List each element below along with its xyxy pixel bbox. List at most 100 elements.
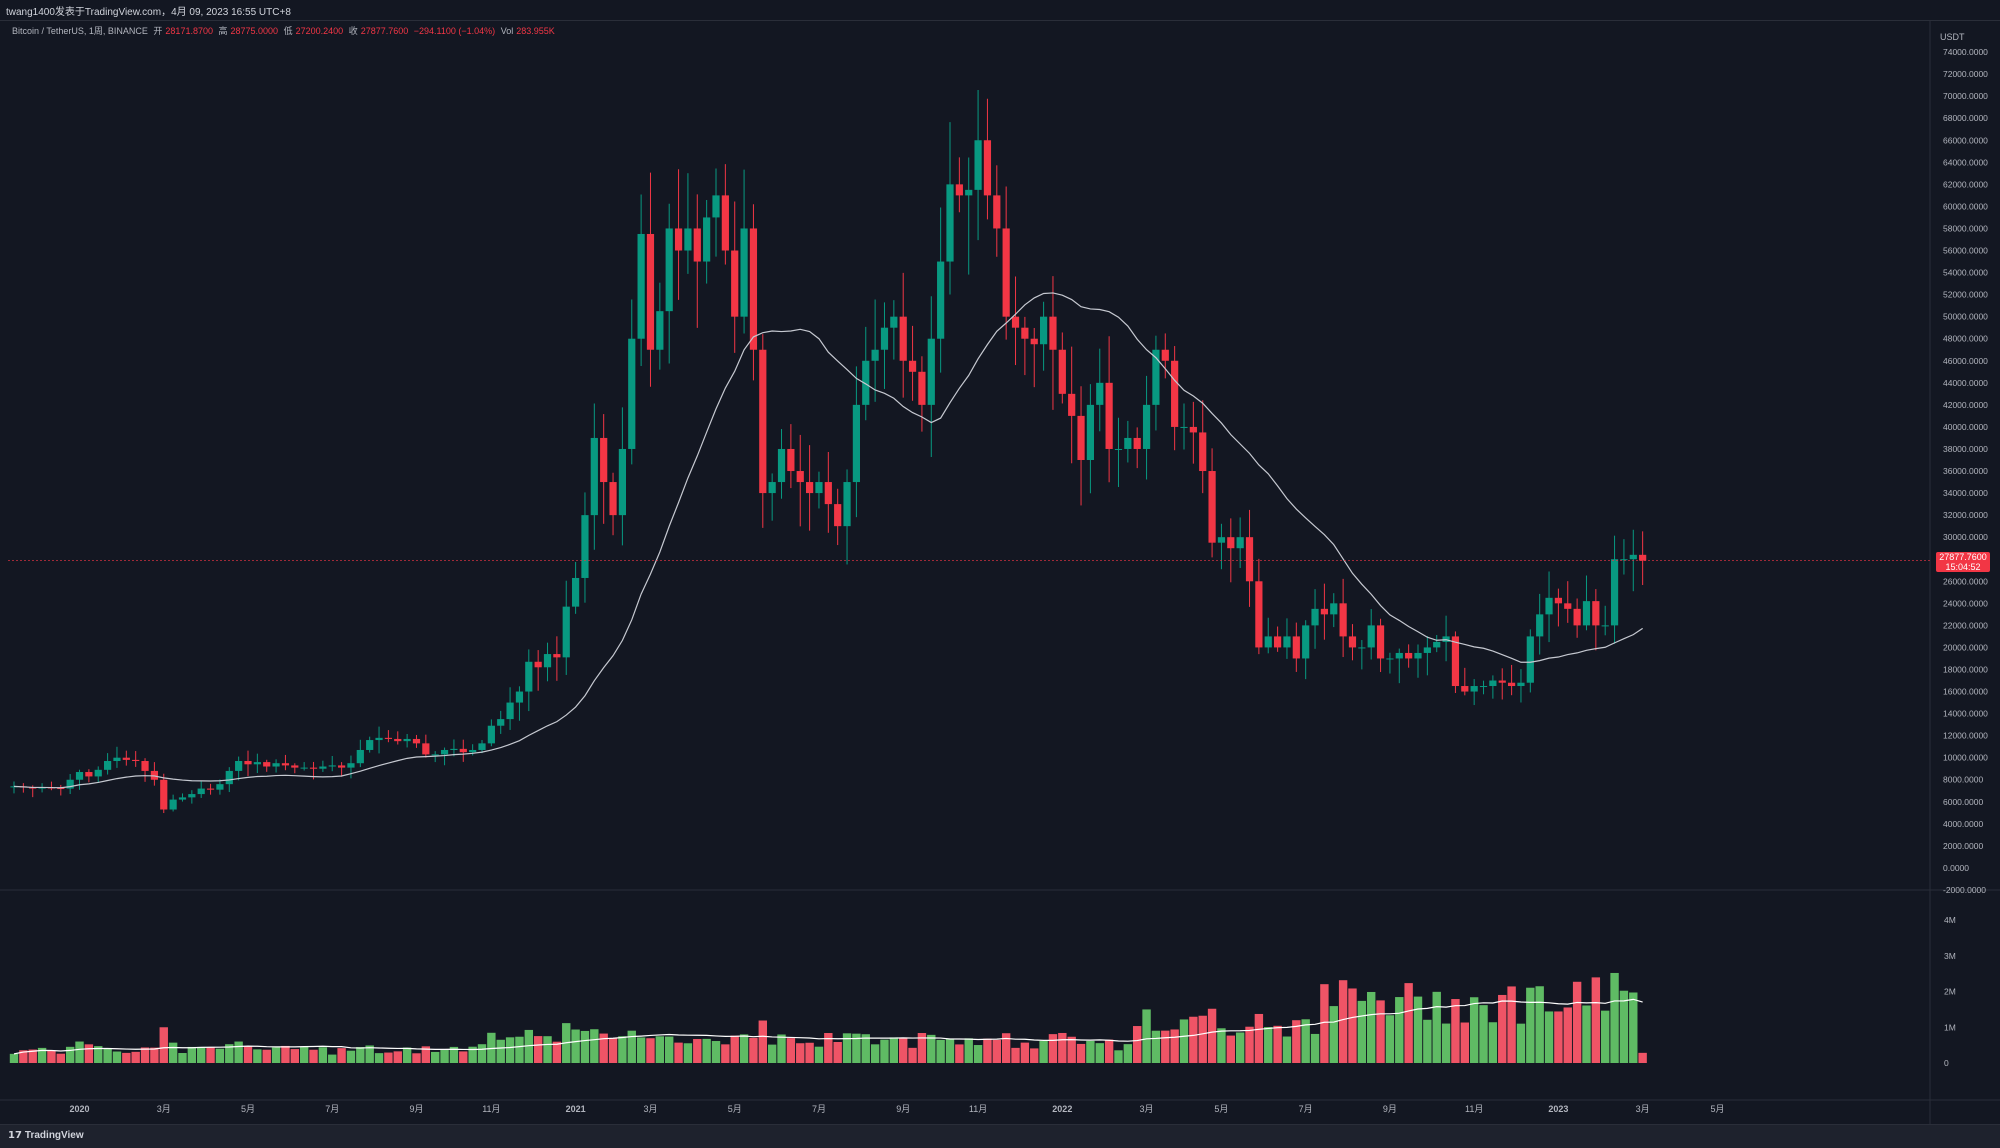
- volume-bar: [927, 1034, 936, 1063]
- volume-bar: [234, 1041, 243, 1063]
- candle-body: [1245, 537, 1254, 582]
- price-tick-label: 14000.0000: [1943, 709, 1988, 719]
- volume-value: 283.955K: [516, 26, 555, 36]
- candle-body: [57, 788, 65, 790]
- candle-body: [206, 788, 215, 790]
- time-tick-label: 7月: [812, 1104, 826, 1114]
- volume-bar: [580, 1030, 590, 1063]
- candle-body: [1620, 559, 1628, 561]
- tradingview-logo[interactable]: 17 TradingView: [8, 1130, 84, 1141]
- candle-body: [534, 661, 542, 668]
- price-chart[interactable]: USDT -2000.0000 0.0000 2000.0000 4000.0000 60…: [0, 20, 2000, 1124]
- volume-bar: [1338, 980, 1348, 1063]
- volume-bar: [636, 1037, 646, 1063]
- volume-bar: [814, 1046, 824, 1063]
- candle-body: [965, 189, 973, 196]
- volume-bar: [505, 1037, 515, 1063]
- price-tick-label: 44000.0000: [1943, 378, 1988, 388]
- volume-bar: [374, 1053, 384, 1063]
- volume-bar: [1479, 1005, 1488, 1063]
- volume-bar: [1310, 1033, 1320, 1063]
- candle-body: [908, 360, 917, 372]
- price-tick-label: 22000.0000: [1943, 620, 1988, 630]
- candle-body: [1255, 581, 1263, 648]
- price-tick-label: 46000.0000: [1943, 356, 1988, 366]
- candle-body: [590, 437, 598, 516]
- candle-body: [1639, 554, 1647, 561]
- volume-bar: [131, 1051, 140, 1063]
- volume-bar: [805, 1042, 814, 1063]
- volume-bar: [1357, 1000, 1367, 1063]
- price-tick-label: 52000.0000: [1943, 290, 1988, 300]
- volume-bar: [655, 1036, 665, 1063]
- volume-bar: [1423, 1019, 1432, 1063]
- volume-bar: [1030, 1048, 1039, 1063]
- symbol-name[interactable]: Bitcoin / TetherUS, 1周, BINANCE: [12, 26, 148, 36]
- candle-body: [862, 360, 870, 405]
- volume-bar: [75, 1041, 84, 1063]
- candle-body: [1077, 415, 1085, 460]
- candle-body: [440, 749, 449, 755]
- volume-bar: [983, 1038, 992, 1063]
- volume-bar: [84, 1044, 94, 1063]
- candle-body: [618, 448, 626, 516]
- price-tick-label: 74000.0000: [1943, 47, 1988, 57]
- time-tick-label: 2020: [70, 1104, 90, 1114]
- candle-body: [1517, 682, 1525, 687]
- time-tick-label: 5月: [1214, 1104, 1228, 1114]
- volume-bar: [9, 1053, 19, 1063]
- candle-body: [712, 195, 720, 218]
- volume-bar: [524, 1029, 533, 1063]
- volume-bar: [1198, 1015, 1207, 1063]
- volume-bar: [1619, 990, 1629, 1063]
- candle-body: [824, 482, 832, 505]
- volume-bar: [1320, 984, 1329, 1063]
- candle-body: [777, 448, 786, 483]
- volume-bar: [870, 1044, 880, 1063]
- candle-body: [431, 754, 439, 756]
- currency-label: USDT: [1940, 32, 1965, 42]
- volume-bar: [1292, 1020, 1301, 1063]
- candle-body: [1395, 652, 1403, 659]
- current-price-value: 27877.7600: [1939, 552, 1987, 562]
- volume-bar: [328, 1054, 337, 1063]
- volume-bar: [786, 1038, 796, 1063]
- candle-body: [1386, 658, 1394, 660]
- volume-bar: [262, 1049, 271, 1063]
- open-value: 28171.8700: [165, 26, 213, 36]
- candle-body: [469, 749, 477, 753]
- candle-body: [890, 316, 898, 328]
- volume-bar: [665, 1036, 674, 1063]
- candle-body: [1114, 448, 1123, 450]
- price-tick-label: 70000.0000: [1943, 91, 1988, 101]
- volume-bar: [618, 1036, 627, 1063]
- price-tick-label: 54000.0000: [1943, 268, 1988, 278]
- volume-bar: [140, 1047, 150, 1063]
- volume-bar: [393, 1051, 402, 1063]
- volume-bar: [197, 1046, 206, 1063]
- time-tick-label: 11月: [482, 1104, 500, 1114]
- candle-body: [637, 233, 645, 339]
- candle-body: [394, 738, 402, 742]
- volume-bar: [309, 1049, 318, 1063]
- candle-body: [309, 767, 318, 769]
- candle-body: [291, 765, 299, 768]
- price-tick-label: 32000.0000: [1943, 510, 1988, 520]
- candle-body: [740, 228, 748, 317]
- volume-bar: [1638, 1052, 1647, 1063]
- volume-bar: [496, 1039, 505, 1063]
- volume-bar: [1151, 1030, 1161, 1063]
- volume-bar: [1610, 972, 1619, 1063]
- footer-bar: 17 TradingView: [0, 1124, 2000, 1148]
- candle-body: [1180, 426, 1188, 428]
- candle-body: [1339, 603, 1347, 637]
- candle-body: [1498, 680, 1506, 683]
- candle-body: [1526, 636, 1534, 683]
- candle-body: [141, 761, 149, 771]
- price-tick-label: 40000.0000: [1943, 422, 1988, 432]
- candle-body: [319, 766, 327, 769]
- price-tick-label: 18000.0000: [1943, 664, 1988, 674]
- candle-body: [225, 770, 233, 785]
- candle-body: [1292, 636, 1300, 659]
- candle-body: [113, 757, 121, 761]
